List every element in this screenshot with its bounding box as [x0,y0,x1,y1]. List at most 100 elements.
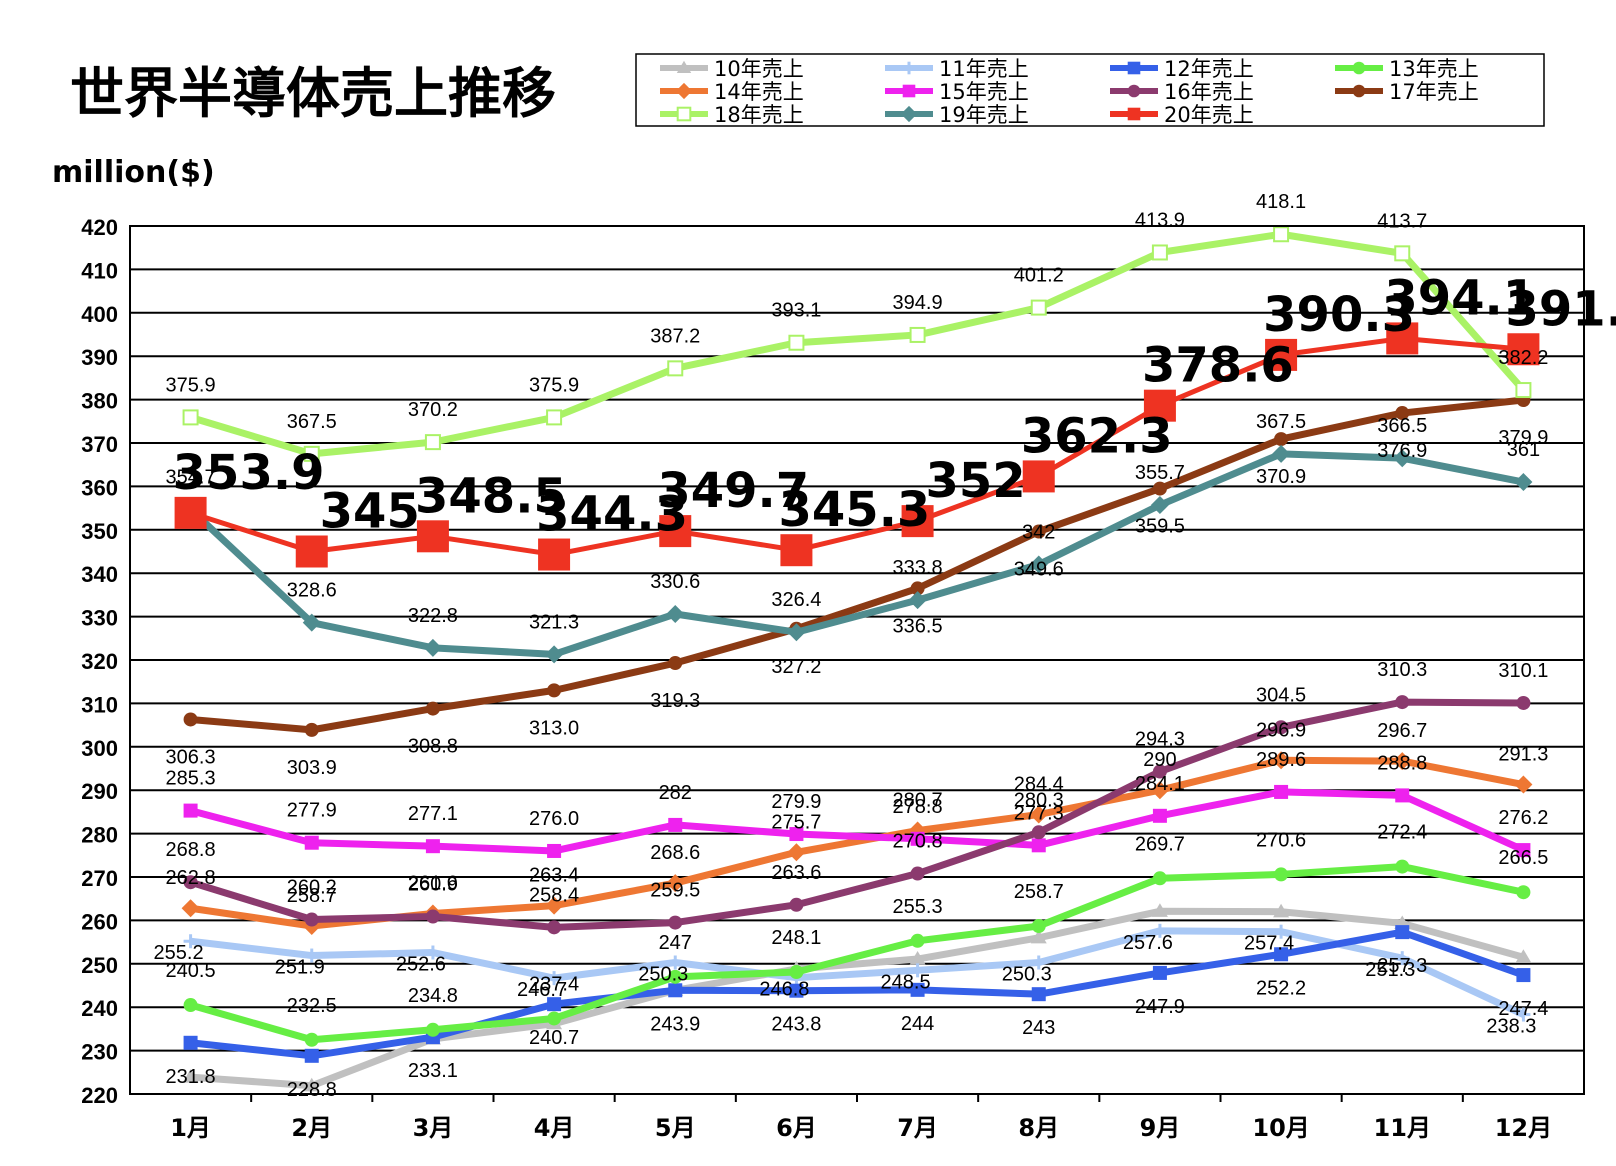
data-label: 247.4 [1498,998,1548,1020]
x-tick-labels: 1月 2月 3月 4月 5月 6月 7月 8月 9月 10月 11月 12月 [170,1094,1552,1142]
point [182,409,199,426]
point [1395,406,1410,421]
point [676,106,692,122]
point [304,835,319,850]
point [789,965,804,980]
data-label: 282 [659,782,692,804]
legend-label: 12年売上 [1164,57,1254,81]
grid [130,225,1584,1095]
point [668,915,683,930]
y-tick-label: 320 [81,649,118,674]
point [910,982,925,997]
data-label: 290 [1143,749,1176,771]
point [303,1077,320,1092]
x-tick-label: 12月 [1495,1114,1552,1142]
data-label: 308.8 [408,736,458,758]
y-tick-label: 260 [81,909,118,934]
data-label: 266.5 [1498,847,1548,869]
data-label: 263.4 [529,865,579,887]
point [668,969,683,984]
point [1274,947,1289,962]
data-label-big: 353.9 [173,445,325,501]
series-13年売上 [183,859,1531,1047]
data-label: 248.1 [771,927,821,949]
data-label: 306.3 [166,746,216,768]
point [1516,885,1531,900]
x-tick-label: 8月 [1018,1114,1059,1142]
point [183,875,198,890]
point [547,843,562,858]
point [547,920,562,935]
point [295,535,328,568]
point [1127,107,1141,121]
point [1151,244,1168,261]
point [1127,84,1141,98]
point [668,817,683,832]
data-label: 243.8 [771,1014,821,1036]
legend-label: 11年売上 [939,57,1029,81]
series-line [190,928,1525,1060]
data-label-big: 352 [925,453,1025,509]
data-label-big: 391.6 [1506,281,1616,337]
data-label: 277.1 [408,803,458,825]
data-label: 270.6 [1256,829,1306,851]
y-tick-label: 300 [81,736,118,761]
legend-item: 18年売上 [660,103,804,127]
point [910,831,925,846]
legend-item: 17年売上 [1335,80,1479,104]
series-line [189,788,1525,855]
data-label: 275.7 [771,811,821,833]
point [1516,695,1531,710]
series-19年売上 [181,444,1533,664]
data-label: 355.7 [1135,462,1185,484]
point [1031,987,1046,1002]
point [675,82,693,100]
series-10年売上 [182,903,1532,1092]
point [788,334,805,351]
data-label: 270.8 [893,831,943,853]
data-label: 247 [659,932,692,954]
data-label: 276.0 [529,808,579,830]
data-label: 375.9 [166,374,216,396]
legend-item: 11年売上 [885,57,1029,81]
point [174,496,207,529]
point [1030,929,1047,944]
data-label: 240.7 [529,1027,579,1049]
data-label: 367.5 [1256,411,1306,433]
data-label: 261.6 [408,872,458,894]
point [1274,432,1289,447]
series-line [189,863,1525,1044]
point [909,951,926,965]
point [545,896,564,915]
data-label: 257.3 [1377,955,1427,977]
legend-item: 10年売上 [660,57,804,81]
point [780,534,813,567]
data-label: 294.3 [1135,729,1185,751]
point [1352,84,1366,98]
y-tick-label: 290 [81,779,118,804]
legend-item: 14年売上 [660,80,804,104]
point [787,623,806,642]
legend-label: 20年売上 [1164,103,1254,127]
legend-label: 19年売上 [939,103,1029,127]
point [424,434,441,451]
series-line [188,450,1525,658]
point [183,712,198,727]
point [425,701,440,716]
point [1273,903,1290,918]
point [902,61,916,75]
legend-label: 17年売上 [1389,80,1479,104]
data-label: 246.8 [759,979,809,1001]
point [1029,805,1048,824]
data-label: 252.6 [396,954,446,976]
point [303,445,320,462]
legend-item: 20年売上 [1110,103,1254,127]
point [789,827,804,842]
data-label: 291.3 [1498,744,1548,766]
point [909,326,926,343]
point [183,803,198,818]
data-label: 333.8 [893,557,943,579]
data-label: 278.8 [893,796,943,818]
point [910,866,925,881]
data-label: 321.3 [529,611,579,633]
